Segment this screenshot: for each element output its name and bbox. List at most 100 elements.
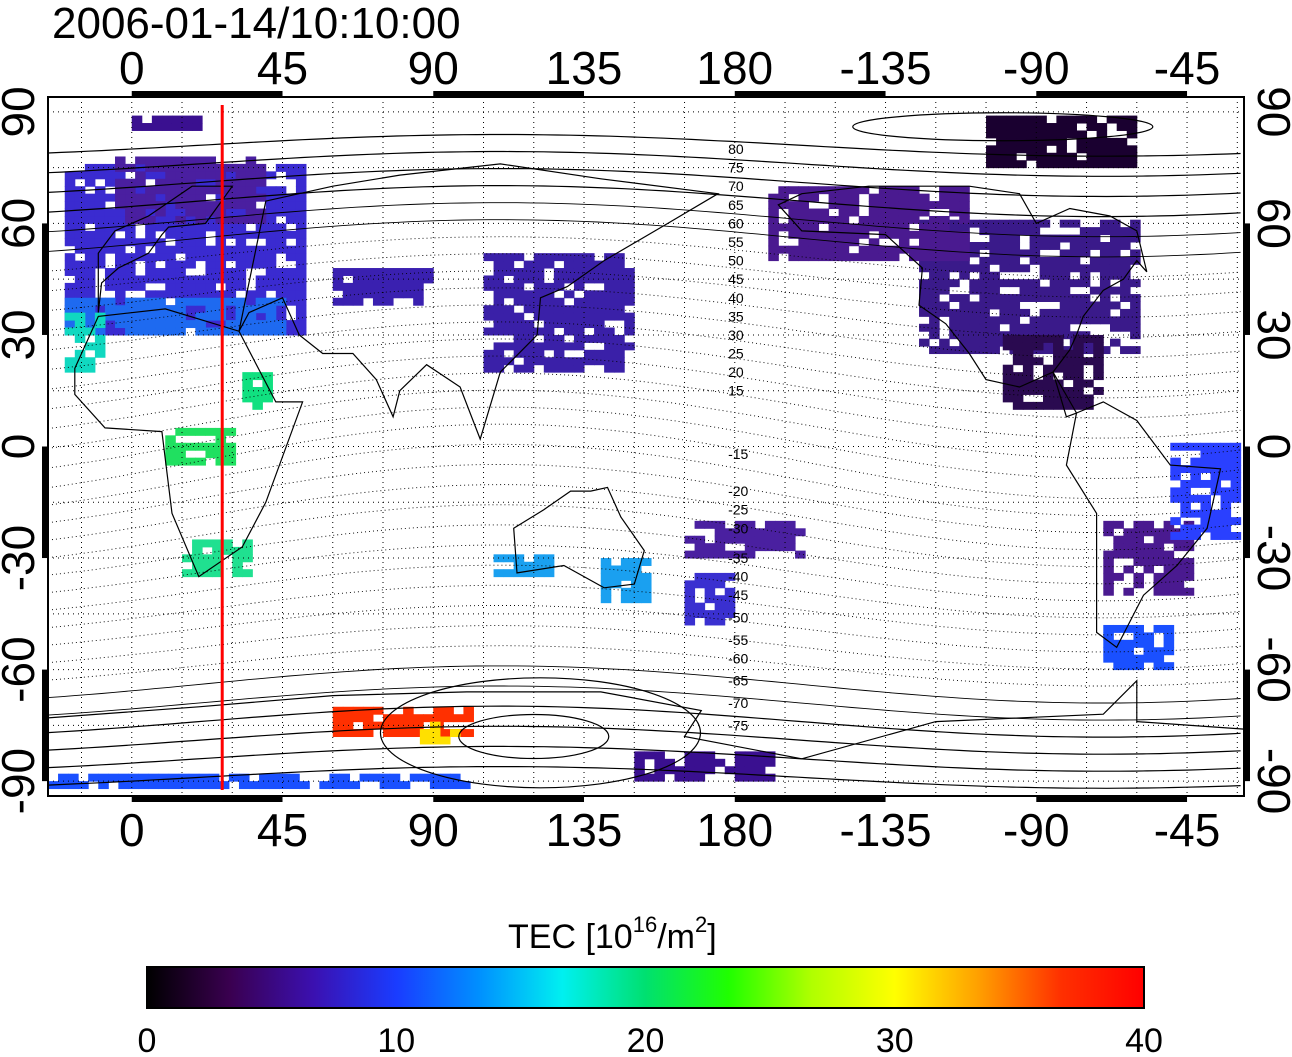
tec-cell: [563, 327, 575, 336]
contour-label: -55: [728, 632, 748, 648]
tec-cell: [949, 245, 960, 254]
tec-cell: [523, 268, 535, 276]
tec-cell: [135, 312, 146, 321]
tec-cell: [979, 301, 990, 310]
tec-cell: [503, 320, 515, 329]
tec-cell: [493, 268, 505, 276]
tec-cell: [275, 320, 287, 329]
tec-cell: [778, 223, 789, 232]
tec-cell: [252, 372, 263, 381]
tec-cell: [403, 729, 414, 738]
tec-cell: [212, 561, 223, 570]
tec-cell: [332, 729, 344, 738]
tec-cell: [362, 706, 374, 715]
tec-cell: [104, 312, 116, 321]
tec-cell: [798, 223, 809, 232]
tec-cell: [1220, 509, 1232, 518]
tec-cell: [919, 338, 930, 347]
tec-cell: [295, 327, 307, 336]
tec-cell: [185, 215, 196, 224]
tec-cell: [694, 550, 706, 559]
tec-cell: [393, 268, 404, 276]
tec-cell: [908, 253, 920, 262]
tec-cell: [1190, 472, 1201, 481]
tec-cell: [694, 535, 706, 544]
tec-cell: [989, 301, 1000, 310]
tec-cell: [450, 773, 461, 782]
tec-cell: [205, 215, 217, 224]
tec-cell: [104, 297, 116, 306]
tec-cell: [1190, 465, 1201, 474]
tec-cell: [999, 316, 1010, 325]
tec-cell: [1230, 517, 1242, 526]
tec-cell: [1026, 145, 1037, 154]
tec-cell: [295, 215, 307, 224]
tec-cell: [285, 245, 297, 254]
tec-cell: [138, 781, 150, 790]
tec-cell: [553, 342, 565, 351]
tec-cell: [255, 208, 267, 217]
tec-cell: [195, 186, 206, 195]
tec-cell: [1026, 152, 1037, 161]
tec-cell: [1180, 442, 1191, 451]
tec-cell: [98, 781, 109, 790]
top-lon-label: 90: [408, 42, 459, 94]
tec-cell: [513, 297, 525, 306]
tec-cell: [135, 178, 146, 187]
tec-cell: [295, 208, 307, 217]
tec-cell: [1029, 219, 1041, 228]
tec-cell: [684, 550, 696, 559]
tec-cell: [684, 587, 696, 596]
contour-label: 50: [728, 253, 744, 269]
tec-cell: [185, 260, 196, 269]
magnetic-contour: [47, 133, 1241, 157]
tec-cell: [225, 290, 237, 299]
tec-cell: [403, 282, 414, 291]
tec-cell: [584, 312, 595, 321]
tec-cell: [1163, 558, 1175, 566]
tec-cell: [654, 758, 665, 767]
coastline: [47, 679, 1245, 760]
tec-cell: [161, 115, 173, 124]
tec-cell: [553, 268, 565, 276]
tec-cell: [764, 773, 776, 782]
tec-cell: [1002, 342, 1014, 351]
tec-cell: [838, 230, 850, 239]
tec-cell: [848, 186, 860, 195]
tec-cell: [165, 215, 176, 224]
tec-cell: [118, 773, 129, 782]
tec-cell: [225, 450, 237, 459]
tec-cell: [235, 208, 247, 217]
tec-cell: [205, 427, 217, 436]
tec-cell: [155, 156, 166, 165]
tec-cell: [1009, 249, 1021, 258]
tec-cell: [533, 327, 545, 336]
tec-cell: [64, 253, 76, 262]
tec-cell: [620, 587, 632, 596]
tec-cell: [1130, 249, 1141, 258]
tec-cell: [1019, 286, 1031, 295]
tec-cell: [1130, 294, 1141, 302]
tec-cell: [1086, 137, 1098, 146]
tec-cell: [195, 282, 206, 291]
tec-cell: [788, 230, 799, 239]
tec-cell: [168, 781, 180, 790]
tec-cell: [1099, 316, 1111, 325]
tec-cell: [195, 223, 206, 232]
tec-cell: [1099, 264, 1111, 273]
tec-cell: [989, 242, 1000, 250]
tec-cell: [1113, 662, 1124, 671]
tec-cell: [969, 331, 980, 340]
tec-cell: [1049, 279, 1061, 288]
tec-cell: [175, 275, 186, 284]
tec-cell: [1056, 145, 1067, 154]
tec-cell: [1183, 587, 1195, 596]
tec-cell: [989, 346, 1000, 355]
tec-cell: [898, 245, 910, 254]
magnetic-contour: [47, 645, 1241, 687]
tec-cell: [939, 338, 950, 347]
tec-cell: [614, 275, 625, 284]
tec-cell: [125, 305, 136, 314]
tec-cell: [192, 123, 203, 131]
tec-region-arctic-west: [131, 115, 203, 131]
